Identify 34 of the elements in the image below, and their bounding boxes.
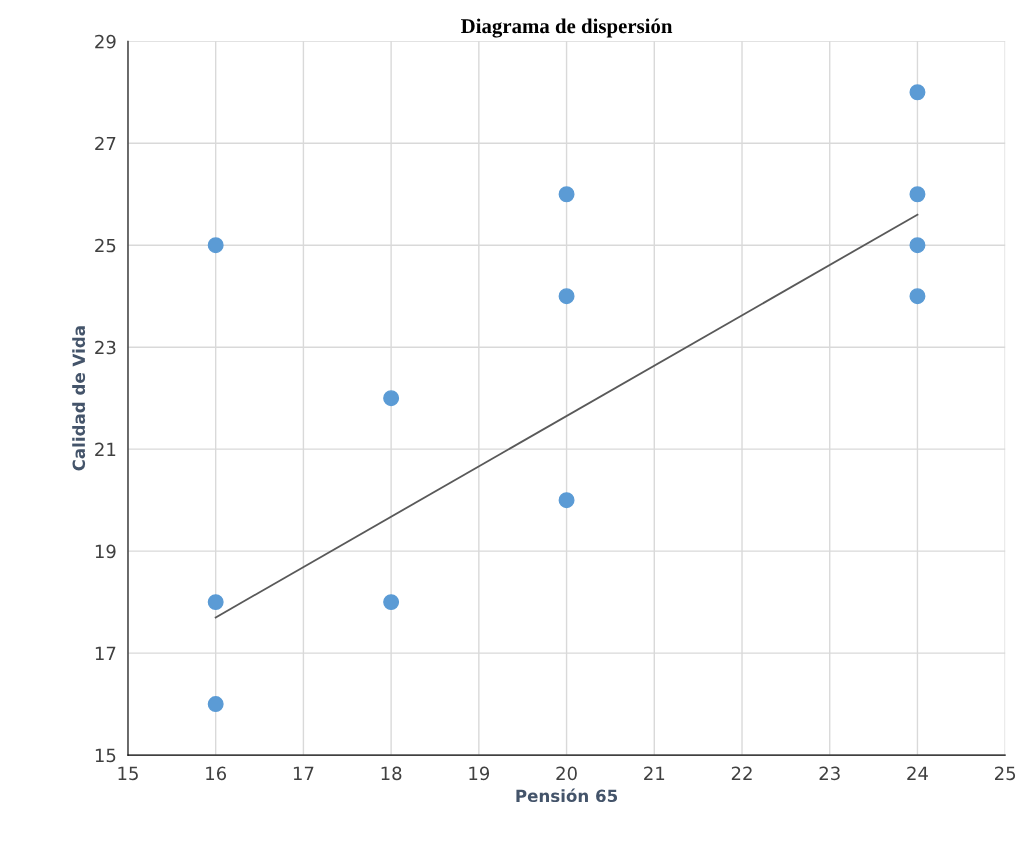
y-tick-label: 19 — [95, 544, 116, 559]
point — [909, 288, 926, 305]
point — [383, 594, 400, 611]
point — [383, 390, 400, 407]
x-axis-title: Pensión 65 — [516, 788, 618, 803]
x-tick-label: 16 — [206, 766, 227, 781]
y-tick-label: 23 — [95, 340, 116, 355]
y-tick-label: 15 — [95, 748, 116, 763]
x-tick-label: 22 — [731, 766, 752, 780]
point — [909, 237, 926, 254]
x-tick-label: 24 — [907, 766, 928, 780]
point — [558, 186, 575, 203]
point — [909, 186, 926, 203]
y-tick-label: 29 — [95, 34, 116, 49]
point — [909, 84, 926, 101]
point — [207, 594, 224, 611]
x-tick-label: 19 — [469, 766, 490, 781]
point — [207, 237, 224, 254]
x-tick-label: 21 — [644, 766, 665, 780]
x-tick-label: 18 — [381, 766, 402, 781]
x-tick-label: 15 — [118, 766, 138, 781]
x-tick-label: 23 — [819, 766, 840, 781]
y-tick-label: 27 — [95, 136, 116, 151]
x-tick-label: 25 — [995, 766, 1016, 781]
x-tick-label: 20 — [556, 766, 577, 781]
chart-title: Diagrama de dispersión — [461, 18, 673, 38]
y-tick-label: 25 — [95, 238, 116, 253]
point — [558, 492, 575, 509]
y-tick-label: 17 — [95, 646, 116, 660]
y-tick-label: 21 — [95, 442, 116, 457]
y-axis-title: Calidad de Vida — [72, 326, 86, 471]
point — [558, 288, 575, 305]
point — [207, 696, 224, 713]
x-tick-label: 17 — [293, 766, 314, 780]
